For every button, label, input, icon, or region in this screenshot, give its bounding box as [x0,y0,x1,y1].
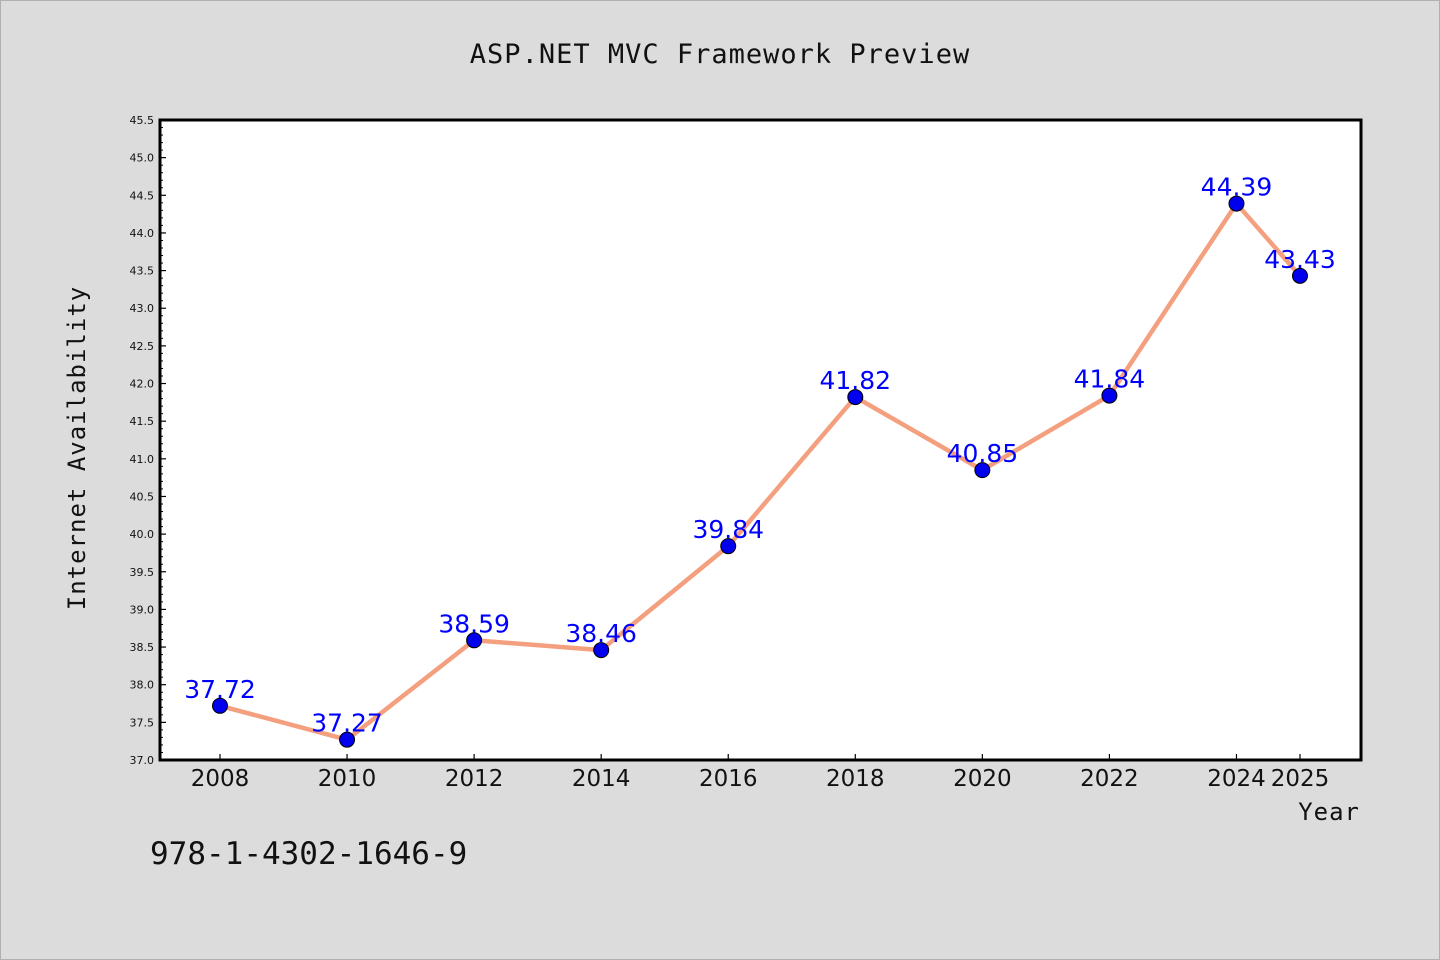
y-tick-label: 42.0 [130,378,155,391]
data-label: 43.43 [1264,245,1336,274]
y-tick-label: 45.5 [130,114,155,127]
y-tick-label: 43.0 [130,302,155,315]
y-tick-label: 44.5 [130,189,155,202]
x-tick-label: 2016 [699,766,758,792]
data-point [1228,195,1245,212]
x-tick-label: 2010 [318,766,377,792]
plot-area [158,118,1363,762]
y-tick-label: 42.5 [130,340,155,353]
data-label: 39.84 [692,515,764,544]
data-point [212,697,228,714]
series-line [217,201,1303,742]
y-tick-label: 38.5 [130,641,155,654]
y-tick-label: 44.0 [130,227,155,240]
y-tick-label: 41.0 [130,453,155,466]
x-tick-label: 2022 [1080,766,1139,792]
data-label: 38.59 [438,609,510,638]
y-tick-label: 40.5 [130,490,155,503]
x-tick-label: 2024 [1207,766,1266,792]
data-point [1292,267,1308,284]
y-axis-label: Internet Availability [63,286,91,610]
data-point [1101,387,1118,404]
data-point [466,632,483,649]
isbn-footer: 978-1-4302-1646-9 [150,836,467,872]
data-point [593,642,610,659]
data-label: 40.85 [947,439,1019,468]
x-tick-label: 2014 [572,766,631,792]
data-label: 44.39 [1201,173,1273,202]
x-tick-label: 2012 [445,766,504,792]
x-axis-label: Year [1298,798,1360,826]
y-tick-label: 37.0 [130,754,155,767]
y-tick-label: 39.5 [130,566,155,579]
data-point [339,731,356,748]
y-tick-label: 38.0 [130,679,155,692]
data-label: 41.84 [1074,365,1146,394]
y-tick-label: 39.0 [130,603,155,616]
series-group: 37.72 37.27 38.59 38.46 39.84 41.82 40.85 41.84… [184,173,1336,748]
y-tick-label: 37.5 [130,716,155,729]
x-tick-label: 2008 [191,766,250,792]
data-label: 38.46 [565,619,637,648]
x-tick-label: 2025 [1271,766,1330,792]
y-tick-label: 43.5 [130,265,155,278]
x-axis: 2008 2010 2012 2014 2016 2018 2020 2022 2024 2025 [191,754,1330,792]
data-point [720,538,737,555]
data-label: 37.27 [311,709,383,738]
x-tick-label: 2020 [953,766,1012,792]
data-label: 41.82 [820,366,892,395]
data-point [847,389,864,406]
data-label: 37.72 [184,675,256,704]
y-tick-label: 41.5 [130,415,155,428]
y-axis: 37.0 37.5 38.0 38.5 39.0 39.5 40.0 40.5 41.0 41.5… [130,114,166,767]
data-point [974,462,991,479]
y-tick-label: 45.0 [130,152,155,165]
x-tick-label: 2018 [826,766,885,792]
y-tick-label: 40.0 [130,528,155,541]
chart-title: ASP.NET MVC Framework Preview [470,39,970,70]
